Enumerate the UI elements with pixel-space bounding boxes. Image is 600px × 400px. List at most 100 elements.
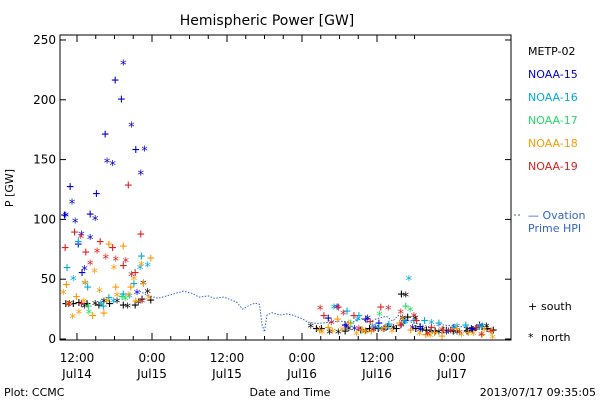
- metp-02-south-point: +: [463, 324, 471, 339]
- noaa-16-south-point: +: [450, 321, 458, 336]
- noaa-19-north-point: *: [316, 304, 324, 319]
- y-axis: 0 50 100 150 200 250: [33, 33, 511, 346]
- metp-02-north-point: *: [124, 301, 132, 316]
- noaa-18-south-point: +: [72, 289, 80, 304]
- metp-02-north-point: *: [380, 325, 388, 340]
- noaa-15-south-point: +: [401, 313, 409, 328]
- noaa-15-south-point: +: [449, 321, 457, 336]
- noaa-18-south-point: +: [316, 323, 324, 338]
- noaa-18-north-point: *: [378, 325, 386, 340]
- noaa-15-south-point: +: [86, 207, 94, 222]
- metp-02-south-point: +: [374, 322, 382, 337]
- metp-02-north-point: *: [326, 328, 334, 343]
- noaa-15-north-point: *: [342, 322, 350, 337]
- noaa-19-north-point: *: [86, 258, 94, 273]
- y-tick-label: 200: [33, 93, 56, 107]
- legend-model-line1: — Ovation: [528, 209, 586, 222]
- noaa-15-north-point: *: [127, 121, 135, 136]
- noaa-15-north-point: *: [119, 59, 127, 74]
- metp-02-north-point: *: [345, 324, 353, 339]
- data-markers: + ++ + + + + + + +++ + + + + + ++++ + + + + ++ +++* * * * * * ****…: [59, 59, 497, 348]
- noaa-18-south-point: +: [396, 316, 404, 331]
- noaa-15-north-point: *: [109, 159, 117, 174]
- metp-02-north-point: *: [144, 287, 152, 302]
- x-tick-date: Jul17: [436, 367, 467, 381]
- metp-02-north-point: *: [91, 299, 99, 314]
- noaa-19-north-point: *: [93, 246, 101, 261]
- noaa-19-north-point: *: [339, 308, 347, 323]
- noaa-19-south-point: +: [131, 266, 139, 281]
- metp-02-south-point: +: [431, 324, 439, 339]
- noaa-19-south-point: +: [366, 315, 374, 330]
- noaa-16-north-point: *: [109, 297, 117, 312]
- noaa-19-south-point: +: [320, 309, 328, 324]
- noaa-18-south-point: +: [105, 237, 113, 252]
- noaa-19-south-point: +: [109, 240, 117, 255]
- metp-02-north-point: *: [435, 328, 443, 343]
- metp-02-north-point: *: [399, 313, 407, 328]
- metp-02-north-point: *: [482, 322, 490, 337]
- noaa-16-south-point: +: [355, 309, 363, 324]
- legend-south-label: south: [541, 300, 572, 313]
- noaa-15-south-point: +: [476, 318, 484, 333]
- plot-frame: [59, 34, 512, 341]
- y-tick-label: 250: [33, 33, 56, 47]
- metp-02-south-point: +: [341, 324, 349, 339]
- noaa-16-south-point: +: [399, 316, 407, 331]
- x-tick-time: 0:00: [139, 351, 166, 365]
- noaa-16-north-point: *: [69, 274, 77, 289]
- noaa-16-north-point: *: [354, 314, 362, 329]
- metp-02-north-point: *: [426, 328, 434, 343]
- y-tick-label: 100: [33, 212, 56, 226]
- noaa-18-south-point: +: [359, 323, 367, 338]
- noaa-15-north-point: *: [380, 324, 388, 339]
- noaa-19-north-point: *: [477, 330, 485, 345]
- metp-02-south-point: +: [397, 287, 405, 302]
- metp-02-south-point: +: [69, 297, 77, 312]
- noaa-18-south-point: +: [112, 280, 120, 295]
- y-tick-label: 0: [48, 332, 56, 346]
- noaa-17-north-point: *: [121, 294, 129, 309]
- metp-02-south-point: +: [366, 322, 374, 337]
- noaa-19-north-point: *: [410, 311, 418, 326]
- noaa-15-south-point: +: [111, 73, 119, 88]
- noaa-16-south-point: +: [343, 304, 351, 319]
- noaa-18-north-point: *: [399, 314, 407, 329]
- metp-02-north-point: *: [307, 322, 315, 337]
- noaa-19-north-point: *: [424, 329, 432, 344]
- x-tick-date: Jul16: [286, 367, 317, 381]
- noaa-15-north-point: *: [371, 323, 379, 338]
- noaa-17-north-point: *: [406, 305, 414, 320]
- metp-02-south-point: +: [469, 323, 477, 338]
- noaa-18-north-point: *: [329, 326, 337, 341]
- noaa-19-south-point: +: [124, 178, 132, 193]
- metp-02-south-point: +: [357, 323, 365, 338]
- metp-02-north-point: *: [402, 291, 410, 306]
- metp-02-south-point: +: [422, 323, 430, 338]
- y-axis-title: P [GW]: [3, 169, 16, 207]
- noaa-18-south-point: +: [139, 276, 147, 291]
- noaa-19-south-point: +: [96, 234, 104, 249]
- noaa-18-south-point: +: [132, 294, 140, 309]
- noaa-18-north-point: *: [416, 329, 424, 344]
- noaa-16-north-point: *: [383, 323, 391, 338]
- noaa-18-south-point: +: [100, 306, 108, 321]
- noaa-18-north-point: *: [469, 329, 477, 344]
- noaa-18-south-point: +: [422, 328, 430, 343]
- noaa-15-south-point: +: [381, 321, 389, 336]
- noaa-15-north-point: *: [68, 197, 76, 212]
- noaa-16-south-point: +: [84, 280, 92, 295]
- noaa-19-north-point: *: [397, 307, 405, 322]
- x-tick-time: 12:00: [210, 351, 245, 365]
- noaa-16-south-point: +: [105, 291, 113, 306]
- noaa-19-north-point: *: [127, 270, 135, 285]
- metp-02-south-point: +: [119, 298, 127, 313]
- x-tick-time: 12:00: [60, 351, 95, 365]
- noaa-15-south-point: +: [66, 179, 74, 194]
- noaa-15-north-point: *: [137, 169, 145, 184]
- metp-02-north-point: *: [389, 323, 397, 338]
- x-tick-time: 12:00: [360, 351, 395, 365]
- legend-south-symbol: +: [528, 300, 537, 313]
- metp-02-north-point: *: [444, 326, 452, 341]
